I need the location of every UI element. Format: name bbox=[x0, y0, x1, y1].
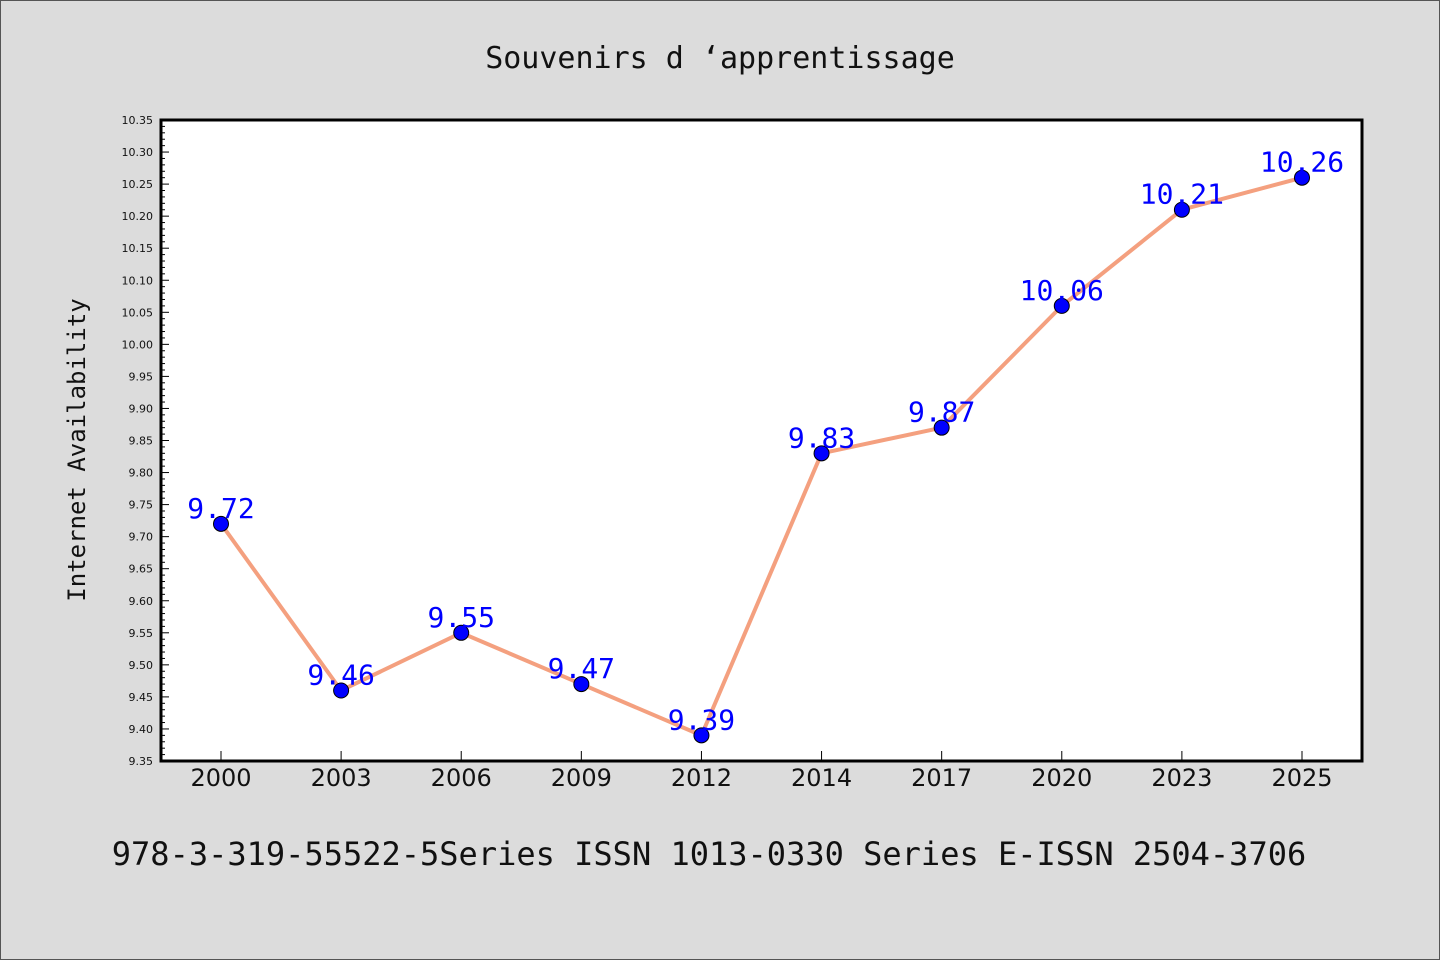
data-point bbox=[1173, 201, 1190, 218]
data-point bbox=[1294, 169, 1310, 186]
data-point bbox=[933, 419, 950, 436]
data-label: 10.21 bbox=[1140, 178, 1224, 211]
data-label: 9.39 bbox=[668, 703, 735, 736]
data-label: 9.87 bbox=[908, 396, 975, 429]
y-tick-label: 10.35 bbox=[122, 114, 154, 127]
x-tick-label: 2012 bbox=[671, 764, 732, 792]
data-point bbox=[333, 682, 350, 699]
y-tick-label: 10.00 bbox=[122, 338, 154, 351]
y-axis-label: Internet Availability bbox=[63, 298, 91, 601]
y-tick-label: 10.30 bbox=[122, 146, 154, 159]
y-tick-label: 10.05 bbox=[122, 306, 154, 319]
plot-frame bbox=[159, 118, 1364, 763]
x-tick-label: 2014 bbox=[791, 764, 852, 792]
y-tick-label: 10.10 bbox=[122, 274, 154, 287]
y-tick-label: 9.85 bbox=[129, 435, 154, 448]
data-point bbox=[573, 676, 590, 693]
x-tick-label: 2023 bbox=[1151, 764, 1212, 792]
y-tick-label: 9.40 bbox=[129, 723, 154, 736]
x-tick-label: 2025 bbox=[1271, 764, 1332, 792]
data-label: 9.47 bbox=[548, 652, 615, 685]
y-tick-label: 10.25 bbox=[122, 178, 154, 191]
y-tick-label: 10.15 bbox=[122, 242, 154, 255]
y-tick-label: 9.35 bbox=[129, 755, 154, 768]
y-tick-label: 10.20 bbox=[122, 210, 154, 223]
x-tick-label: 2020 bbox=[1031, 764, 1092, 792]
data-point bbox=[213, 515, 229, 532]
x-tick-label: 2017 bbox=[911, 764, 972, 792]
y-tick-label: 9.50 bbox=[129, 659, 154, 672]
y-tick-label: 9.90 bbox=[129, 402, 154, 415]
y-tick-label: 9.95 bbox=[129, 370, 154, 383]
y-tick-label: 9.45 bbox=[129, 691, 154, 704]
x-tick-label: 2003 bbox=[311, 764, 372, 792]
data-labels: 9.72 9.46 9.55 9.47 9.39 9.83 9.87 10.06 10.21 10… bbox=[187, 146, 1344, 737]
data-label: 10.06 bbox=[1020, 274, 1104, 307]
data-point bbox=[813, 445, 830, 462]
data-label: 9.55 bbox=[428, 601, 495, 634]
series-markers bbox=[213, 169, 1310, 744]
chart-title: Souvenirs d ‘apprentissage bbox=[485, 41, 955, 76]
y-axis-ticks: 9.35 9.40 9.45 9.50 9.55 9.60 9.65 9.70 9.75 9.80… bbox=[122, 114, 169, 768]
data-point bbox=[1053, 297, 1070, 314]
y-tick-label: 9.70 bbox=[129, 531, 154, 544]
y-tick-label: 9.55 bbox=[129, 627, 154, 640]
x-axis-ticks: 2000 2003 2006 2009 2012 2014 2017 2020 2023 2025 bbox=[190, 751, 1333, 792]
footer-isbn-text: 978-3-319-55522-5Series ISSN 1013-0330 S… bbox=[112, 835, 1306, 873]
x-tick-label: 2009 bbox=[551, 764, 612, 792]
data-label: 9.46 bbox=[307, 658, 374, 691]
data-point bbox=[453, 624, 470, 641]
data-label: 9.83 bbox=[788, 421, 855, 454]
y-tick-label: 9.75 bbox=[129, 499, 154, 512]
y-tick-label: 9.65 bbox=[129, 563, 154, 576]
data-label: 10.26 bbox=[1260, 146, 1344, 179]
series-line bbox=[219, 175, 1303, 738]
y-tick-label: 9.80 bbox=[129, 467, 154, 480]
data-label: 9.72 bbox=[187, 492, 254, 525]
x-tick-label: 2000 bbox=[190, 764, 251, 792]
x-tick-label: 2006 bbox=[431, 764, 492, 792]
y-tick-label: 9.60 bbox=[129, 595, 154, 608]
data-point bbox=[693, 727, 710, 744]
